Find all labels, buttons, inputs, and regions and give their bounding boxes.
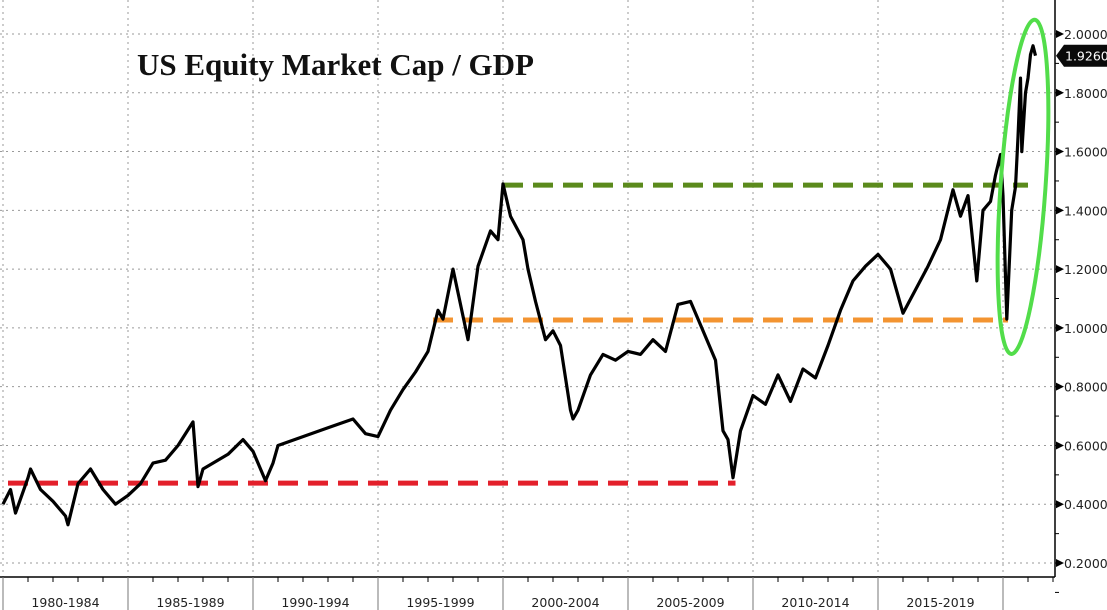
x-tick-label: 2000-2004 [531, 595, 599, 610]
series-line [1, 44, 1038, 527]
last-value-badge [1056, 44, 1107, 67]
y-tick-label: 0.2000 [1064, 556, 1107, 571]
y-tick-label: 1.0000 [1064, 321, 1107, 336]
y-tick-arrow [1056, 206, 1064, 215]
y-tick-label: 0.8000 [1064, 380, 1107, 395]
x-tick-label: 2010-2014 [781, 595, 849, 610]
y-tick-arrow [1056, 30, 1064, 38]
y-tick-arrow [1056, 147, 1064, 156]
x-tick-label: 1995-1999 [406, 595, 474, 610]
x-tick-label: 1985-1989 [156, 595, 224, 610]
y-tick-label: 1.6000 [1064, 145, 1107, 160]
highlight-ellipse-group [995, 17, 1051, 356]
y-tick-label: 1.4000 [1064, 203, 1107, 218]
y-tick-arrow [1056, 323, 1064, 332]
green-highlight-ellipse [995, 17, 1051, 356]
y-tick-label: 1.2000 [1064, 262, 1107, 277]
y-tick-arrow [1056, 265, 1064, 274]
last-value-marker: 1.9260 [1056, 44, 1107, 67]
y-tick-label: 1.8000 [1064, 86, 1107, 101]
x-tick-label: 1990-1994 [281, 595, 349, 610]
y-tick-label: 2.0000 [1064, 27, 1107, 42]
x-axis: 1980-1984 1985-1989 1990-1994 1995-1999 2000… [0, 576, 1055, 610]
chart-title: US Equity Market Cap / GDP [137, 47, 534, 82]
level-lines [8, 182, 1028, 486]
y-tick-label: 0.6000 [1064, 438, 1107, 453]
y-tick-label: 0.4000 [1064, 497, 1107, 512]
y-tick-arrow [1056, 88, 1064, 97]
y-tick-arrow [1056, 441, 1064, 450]
y-tick-arrow [1056, 559, 1064, 568]
y-tick-arrow [1056, 382, 1064, 391]
y-axis: 2.0000 1.8000 1.6000 1.4000 1.2000 1.0000 0.80… [1054, 0, 1107, 593]
x-tick-label: 1980-1984 [31, 595, 99, 610]
last-value-label: 1.9260 [1065, 49, 1107, 64]
x-tick-label: 2015-2019 [906, 595, 974, 610]
y-tick-arrow [1056, 500, 1064, 509]
x-tick-label: 2005-2009 [656, 595, 724, 610]
